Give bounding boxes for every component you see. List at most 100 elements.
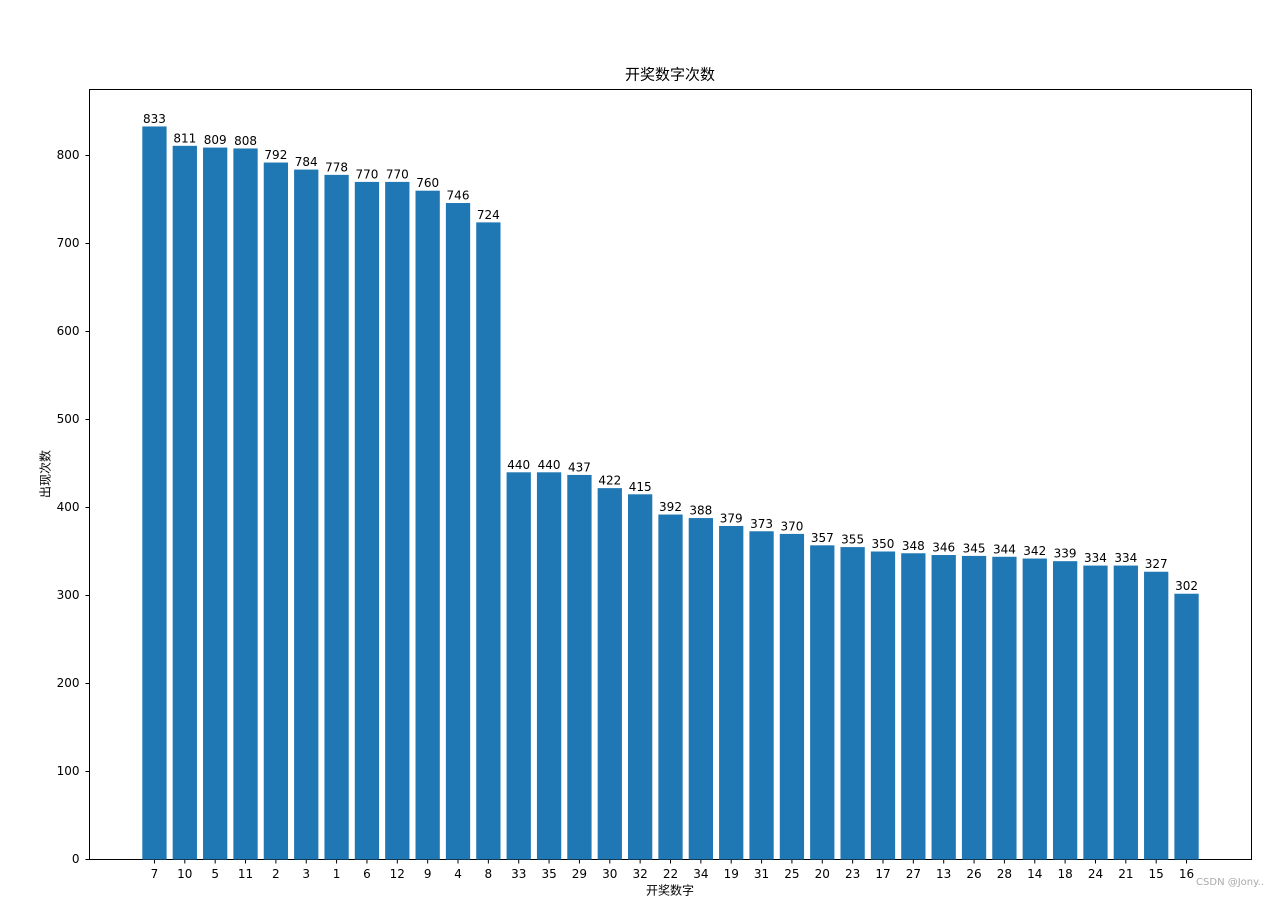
value-label: 833: [143, 112, 166, 126]
value-label: 778: [325, 160, 348, 174]
bar: [536, 472, 562, 860]
x-tick-label: 19: [724, 867, 739, 881]
x-tick-label: 29: [572, 867, 587, 881]
x-tick-label: 16: [1179, 867, 1194, 881]
value-label: 809: [204, 133, 227, 147]
bar: [1174, 593, 1199, 860]
bar: [658, 514, 683, 860]
y-tick-label: 600: [57, 324, 80, 338]
value-label: 379: [720, 511, 743, 525]
bar: [901, 553, 926, 860]
value-label: 724: [477, 208, 500, 222]
x-tick-label: 5: [211, 867, 219, 881]
y-tick-label: 400: [57, 500, 80, 514]
x-tick-label: 34: [693, 867, 708, 881]
value-label: 792: [264, 148, 287, 162]
bar: [749, 531, 774, 860]
x-tick-label: 15: [1149, 867, 1164, 881]
x-tick-label: 12: [390, 867, 405, 881]
value-label: 770: [355, 167, 378, 181]
x-tick-label: 33: [511, 867, 526, 881]
x-tick-label: 13: [936, 867, 951, 881]
bar: [1113, 565, 1138, 860]
bar: [628, 494, 653, 860]
x-tick-label: 21: [1118, 867, 1133, 881]
y-tick-label: 500: [57, 412, 80, 426]
x-axis-label: 开奖数字: [646, 883, 694, 897]
bar: [1052, 561, 1078, 860]
value-label: 760: [416, 176, 439, 190]
bar: [870, 551, 896, 860]
y-tick-label: 800: [57, 148, 80, 162]
bar: [445, 203, 471, 860]
y-tick-label: 200: [57, 676, 80, 690]
value-label: 327: [1145, 557, 1168, 571]
x-tick-label: 22: [663, 867, 678, 881]
x-tick-label: 14: [1027, 867, 1042, 881]
x-tick-label: 2: [272, 867, 280, 881]
value-label: 357: [811, 531, 834, 545]
y-axis-label: 出现次数: [38, 450, 53, 498]
bar: [203, 147, 228, 860]
bar: [233, 148, 258, 860]
x-tick-label: 4: [454, 867, 462, 881]
x-tick-label: 24: [1088, 867, 1103, 881]
value-label: 339: [1054, 547, 1077, 561]
y-tick-label: 700: [57, 236, 80, 250]
bar: [415, 190, 440, 860]
value-label: 440: [538, 458, 561, 472]
x-tick-label: 11: [238, 867, 253, 881]
x-tick-label: 25: [784, 867, 799, 881]
x-tick-label: 17: [875, 867, 890, 881]
value-label: 392: [659, 500, 682, 514]
bar: [840, 547, 865, 860]
bar: [992, 556, 1017, 860]
value-label: 346: [932, 541, 955, 555]
bar: [354, 181, 380, 860]
y-tick-label: 300: [57, 588, 80, 602]
x-tick-label: 6: [363, 867, 371, 881]
watermark: CSDN @Jony..: [1196, 877, 1264, 888]
y-tick-label: 100: [57, 764, 80, 778]
value-label: 746: [447, 189, 470, 203]
x-tick-label: 9: [424, 867, 432, 881]
bar: [142, 126, 167, 860]
bar: [506, 472, 531, 860]
bar: [961, 555, 987, 860]
x-tick-label: 20: [815, 867, 830, 881]
bar: [1144, 571, 1169, 860]
value-label: 344: [993, 542, 1016, 556]
x-tick-label: 35: [541, 867, 556, 881]
value-label: 334: [1084, 551, 1107, 565]
x-tick-label: 28: [997, 867, 1012, 881]
bar: [476, 222, 501, 860]
value-label: 770: [386, 167, 409, 181]
x-tick-label: 32: [633, 867, 648, 881]
value-label: 422: [598, 474, 621, 488]
value-label: 334: [1114, 551, 1137, 565]
bar: [931, 555, 956, 860]
x-tick-label: 26: [966, 867, 981, 881]
bar: [719, 525, 744, 860]
x-tick-label: 30: [602, 867, 617, 881]
x-tick-label: 27: [906, 867, 921, 881]
value-label: 811: [173, 131, 196, 145]
value-label: 302: [1175, 579, 1198, 593]
value-label: 373: [750, 517, 773, 531]
x-tick-label: 7: [151, 867, 159, 881]
x-tick-label: 3: [302, 867, 310, 881]
bar: [779, 533, 805, 860]
value-label: 440: [507, 458, 530, 472]
value-label: 370: [780, 519, 803, 533]
value-label: 415: [629, 480, 652, 494]
bar: [810, 545, 835, 860]
x-tick-label: 10: [177, 867, 192, 881]
x-tick-label: 31: [754, 867, 769, 881]
value-label: 784: [295, 155, 318, 169]
bar: [1022, 558, 1047, 860]
bar: [294, 169, 319, 860]
bar: [263, 162, 289, 860]
value-label: 388: [689, 504, 712, 518]
value-label: 342: [1023, 544, 1046, 558]
